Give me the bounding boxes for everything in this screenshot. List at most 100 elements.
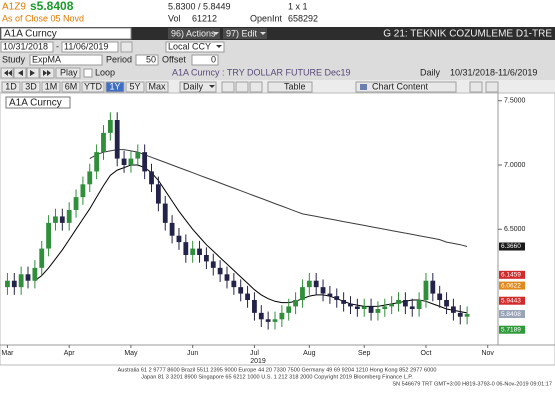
candle-body (409, 306, 415, 309)
calendar-button[interactable] (120, 41, 133, 53)
y-tick-label: 7.5000 (504, 98, 526, 105)
candle-body (204, 255, 209, 262)
frequency-menu[interactable] (179, 81, 217, 93)
price-label: 6.3660 (501, 243, 521, 250)
range-tab[interactable] (61, 81, 81, 93)
period-field[interactable] (135, 54, 159, 66)
candle-body (327, 293, 333, 297)
price-label: 6.1459 (501, 272, 521, 279)
icon (4, 70, 12, 76)
candle-body (197, 248, 202, 255)
range-tab[interactable] (21, 81, 41, 93)
table-button[interactable] (267, 81, 313, 93)
frequency: Daily (420, 67, 441, 77)
candle-body (252, 300, 257, 313)
candle-body (87, 171, 93, 185)
price-label-box (499, 325, 525, 334)
candle-body (101, 132, 106, 153)
icon-button[interactable] (485, 81, 499, 93)
candle-body (73, 197, 79, 210)
security: A1A Curncy (4, 29, 57, 40)
range-tab[interactable] (105, 81, 125, 93)
draw-tool[interactable] (221, 81, 235, 93)
loop: Loop (95, 67, 115, 77)
command-bar (0, 27, 555, 40)
x-tick-label: May (124, 350, 138, 357)
ticker: A1Z9 (2, 2, 26, 13)
footer-line: Japan 81 3 3201 8900 Singapore 65 6212 1… (141, 374, 413, 380)
table: Table (284, 81, 306, 91)
candle-body (258, 312, 264, 320)
size: 1 x 1 (288, 1, 308, 11)
range-tab[interactable] (41, 81, 61, 93)
candle-body (354, 306, 360, 309)
range-tab-label: 5Y (129, 81, 140, 91)
icon (43, 70, 51, 76)
price-label-box (499, 310, 525, 319)
price-label: 6.0622 (501, 282, 521, 289)
moving-average (34, 164, 468, 314)
candle-body (396, 300, 401, 304)
range-tab[interactable] (1, 81, 21, 93)
price-label: 5.7189 (501, 326, 521, 333)
loop-checkbox[interactable] (83, 68, 93, 78)
chart-content-button[interactable] (355, 81, 457, 93)
candle-body (341, 300, 347, 304)
draw-tool[interactable] (235, 81, 249, 93)
candle-body (286, 306, 292, 313)
as-of: As of Close 05 Novd (2, 13, 84, 23)
offset: 0 (211, 54, 216, 64)
study-field[interactable] (29, 54, 103, 66)
dropdown-arrow (260, 32, 266, 35)
currency: Local CCY (168, 41, 211, 51)
candle-body (135, 152, 141, 159)
range-tabs: 1D 3D 1M 6M YTD 1Y 5Y Max (1, 81, 169, 93)
candle-body (162, 203, 168, 223)
x-tick-label: Nov (481, 350, 494, 357)
price-label-box (499, 242, 525, 251)
date-range: 10/31/2018-11/6/2019 (450, 67, 537, 77)
security-field[interactable] (0, 27, 132, 40)
candle-body (176, 235, 182, 243)
candle-body (334, 296, 340, 300)
chart-content: Chart Content (372, 81, 429, 91)
candle-body (18, 274, 24, 288)
dropdown-arrow (213, 32, 219, 35)
candle-body (114, 120, 120, 159)
candle-body (66, 210, 72, 223)
play: Play (60, 67, 78, 77)
candle-body (169, 222, 175, 236)
range-tab[interactable] (145, 81, 169, 93)
actions: 96) Actions (171, 28, 216, 38)
page-title: G 21: TEKNIK COZUMLEME D1-TRE (383, 29, 552, 40)
candle-body (46, 222, 51, 249)
range-tab[interactable] (125, 81, 145, 93)
candle-body (437, 293, 443, 300)
range-tab-label: 6M (65, 81, 78, 91)
range-tab[interactable] (81, 81, 105, 93)
vol-label: Vol (168, 13, 181, 23)
play-button[interactable] (55, 67, 81, 79)
range-tab-label: Max (148, 81, 166, 91)
edit-button[interactable] (223, 28, 267, 39)
y-tick-label: 7.0000 (504, 162, 526, 169)
candle-body (272, 319, 278, 322)
icon-button[interactable] (469, 81, 483, 93)
end-date-field[interactable] (61, 41, 119, 53)
chart-title: A1A Curncy (9, 98, 62, 109)
candle-body (423, 280, 429, 300)
actions-button[interactable] (168, 28, 220, 39)
price-label: 5.8408 (501, 311, 521, 318)
icon (30, 70, 35, 76)
candle-body (451, 306, 456, 313)
candle-body (59, 216, 65, 223)
start-date-field[interactable] (0, 41, 54, 53)
offset-field[interactable] (191, 54, 219, 66)
candle-body (238, 287, 244, 294)
currency-field[interactable] (165, 41, 225, 53)
study: ExpMA (32, 54, 61, 64)
draw-tool[interactable] (249, 81, 263, 93)
dropdown-arrow (216, 45, 222, 48)
date-dash: - (56, 41, 59, 51)
